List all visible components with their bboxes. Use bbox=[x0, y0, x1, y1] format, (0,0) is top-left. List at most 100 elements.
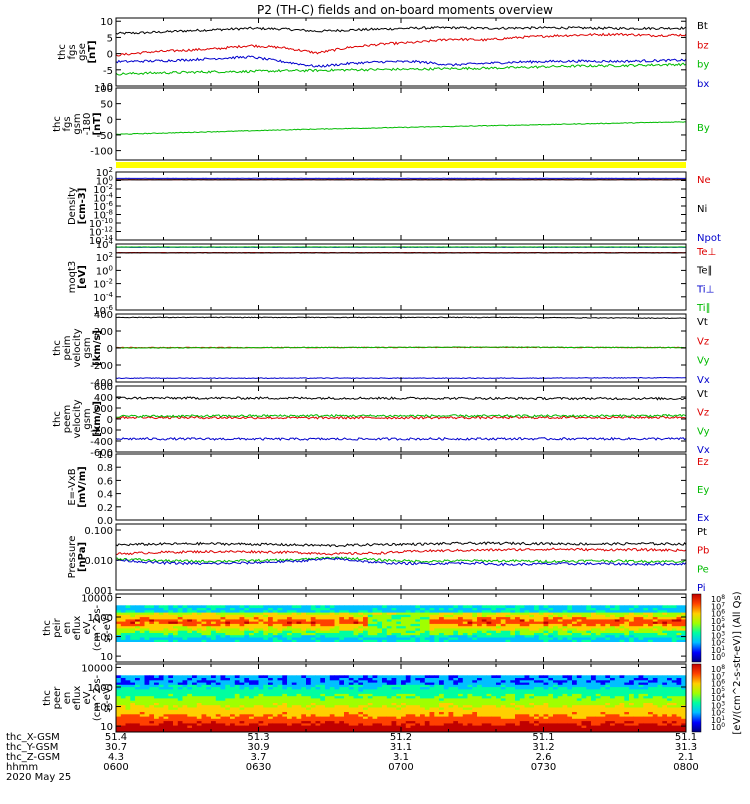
spectrogram-cell bbox=[643, 630, 648, 633]
spectrogram-cell bbox=[582, 714, 587, 717]
spectrogram-cell bbox=[520, 678, 525, 681]
spectrogram-cell bbox=[487, 698, 492, 701]
spectrogram-cell bbox=[472, 705, 477, 708]
spectrogram-cell bbox=[539, 684, 544, 687]
spectrogram-cell bbox=[121, 675, 126, 678]
spectrogram-cell bbox=[244, 678, 249, 681]
spectrogram-cell bbox=[211, 705, 216, 708]
spectrogram-cell bbox=[164, 725, 169, 728]
spectrogram-cell bbox=[468, 680, 473, 683]
spectrogram-cell bbox=[406, 605, 411, 608]
spectrogram-cell bbox=[211, 678, 216, 681]
spectrogram-cell bbox=[140, 718, 145, 721]
spectrogram-cell bbox=[586, 714, 591, 717]
spectrogram-cell bbox=[206, 675, 211, 678]
spectrogram-cell bbox=[159, 630, 164, 633]
spectrogram-cell bbox=[287, 680, 292, 683]
spectrogram-cell bbox=[406, 712, 411, 715]
spectrogram-cell bbox=[320, 705, 325, 708]
spectrogram-cell bbox=[282, 635, 287, 638]
spectrogram-cell bbox=[335, 605, 340, 608]
spectrogram-cell bbox=[553, 605, 558, 608]
spectrogram-cell bbox=[173, 628, 178, 631]
spectrogram-cell bbox=[482, 687, 487, 690]
panel-frame bbox=[116, 454, 686, 520]
spectrogram-cell bbox=[259, 617, 264, 620]
spectrogram-cell bbox=[406, 675, 411, 678]
spectrogram-cell bbox=[449, 608, 454, 611]
spectrogram-cell bbox=[306, 687, 311, 690]
spectrogram-cell bbox=[216, 675, 221, 678]
spectrogram-cell bbox=[653, 624, 658, 627]
spectrogram-cell bbox=[292, 721, 297, 724]
spectrogram-cell bbox=[482, 635, 487, 638]
spectrogram-cell bbox=[126, 684, 131, 687]
spectrogram-cell bbox=[634, 605, 639, 608]
spectrogram-cell bbox=[525, 707, 530, 710]
spectrogram-cell bbox=[168, 635, 173, 638]
spectrogram-cell bbox=[629, 608, 634, 611]
spectrogram-cell bbox=[339, 680, 344, 683]
spectrogram-cell bbox=[121, 691, 126, 694]
spectrogram-cell bbox=[249, 610, 254, 613]
spectrogram-cell bbox=[396, 678, 401, 681]
spectrogram-cell bbox=[192, 680, 197, 683]
spectrogram-cell bbox=[392, 721, 397, 724]
spectrogram-cell bbox=[301, 700, 306, 703]
spectrogram-cell bbox=[677, 610, 682, 613]
spectrogram-cell bbox=[624, 635, 629, 638]
spectrogram-cell bbox=[496, 635, 501, 638]
spectrogram-cell bbox=[515, 700, 520, 703]
spectrogram-cell bbox=[415, 707, 420, 710]
spectrogram-cell bbox=[225, 610, 230, 613]
spectrogram-cell bbox=[434, 617, 439, 620]
spectrogram-cell bbox=[544, 608, 549, 611]
y-tick-label: 102 bbox=[96, 251, 113, 264]
spectrogram-cell bbox=[225, 635, 230, 638]
spectrogram-cell bbox=[325, 624, 330, 627]
spectrogram-cell bbox=[197, 617, 202, 620]
spectrogram-cell bbox=[430, 718, 435, 721]
spectrogram-cell bbox=[221, 691, 226, 694]
spectrogram-cell bbox=[287, 675, 292, 678]
legend-Vy: Vy bbox=[697, 356, 710, 367]
spectrogram-cell bbox=[468, 691, 473, 694]
spectrogram-cell bbox=[282, 608, 287, 611]
spectrogram-cell bbox=[225, 678, 230, 681]
spectrogram-cell bbox=[430, 614, 435, 617]
spectrogram-cell bbox=[387, 628, 392, 631]
spectrogram-cell bbox=[434, 700, 439, 703]
spectrogram-cell bbox=[415, 728, 420, 731]
spectrogram-cell bbox=[154, 680, 159, 683]
spectrogram-cell bbox=[558, 728, 563, 731]
spectrogram-cell bbox=[121, 605, 126, 608]
spectrogram-cell bbox=[116, 714, 121, 717]
spectrogram-cell bbox=[439, 714, 444, 717]
spectrogram-cell bbox=[563, 637, 568, 640]
panel-frame bbox=[116, 88, 686, 160]
spectrogram-cell bbox=[515, 680, 520, 683]
spectrogram-cell bbox=[225, 637, 230, 640]
spectrogram-cell bbox=[216, 714, 221, 717]
spectrogram-cell bbox=[235, 624, 240, 627]
spectrogram-cell bbox=[567, 608, 572, 611]
spectrogram-cell bbox=[382, 628, 387, 631]
spectrogram-cell bbox=[539, 687, 544, 690]
spectrogram-cell bbox=[653, 628, 658, 631]
spectrogram-cell bbox=[178, 691, 183, 694]
spectrogram-cell bbox=[444, 621, 449, 624]
spectrogram-cell bbox=[278, 694, 283, 697]
spectrogram-cell bbox=[173, 675, 178, 678]
spectrogram-cell bbox=[658, 630, 663, 633]
spectrogram-cell bbox=[567, 635, 572, 638]
spectrogram-cell bbox=[259, 637, 264, 640]
spectrogram-cell bbox=[320, 684, 325, 687]
spectrogram-cell bbox=[582, 614, 587, 617]
spectrogram-cell bbox=[567, 684, 572, 687]
spectrogram-cell bbox=[168, 725, 173, 728]
spectrogram-cell bbox=[344, 700, 349, 703]
spectrogram-cell bbox=[140, 624, 145, 627]
spectrogram-cell bbox=[202, 675, 207, 678]
spectrogram-cell bbox=[425, 605, 430, 608]
spectrogram-cell bbox=[677, 628, 682, 631]
